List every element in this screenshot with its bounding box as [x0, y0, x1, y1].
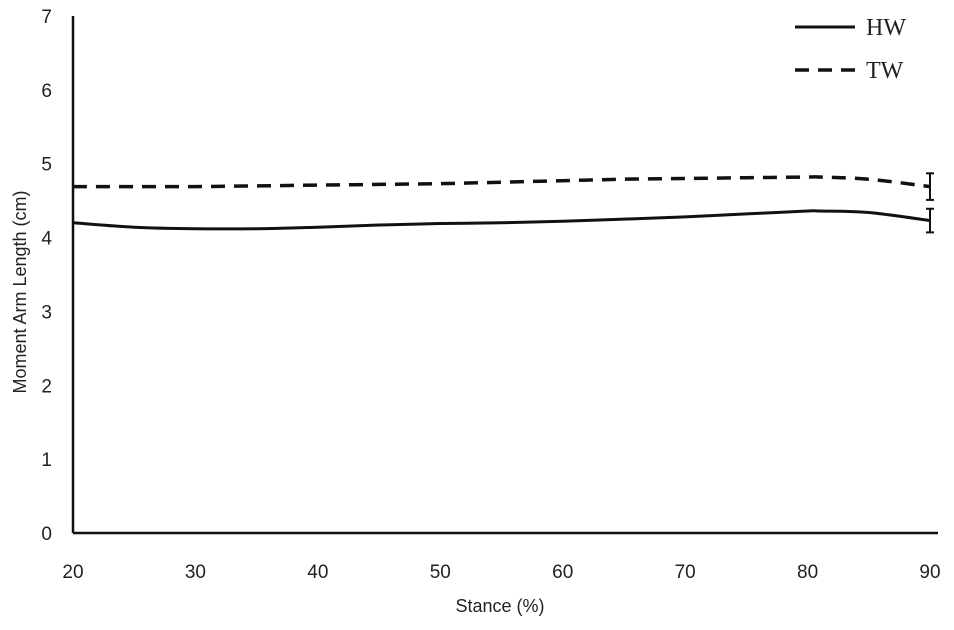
series-layer	[72, 172, 934, 234]
y-tick-label: 7	[41, 7, 52, 28]
x-tick-label: 50	[430, 562, 451, 583]
x-tick-labels: 20 30 40 50 60 70 80 90	[62, 562, 940, 583]
y-tick-label: 1	[41, 450, 52, 471]
x-tick-label: 60	[552, 562, 573, 583]
legend: HW TW	[795, 15, 906, 84]
y-tick-label: 5	[41, 155, 52, 176]
series-line-hw	[72, 209, 931, 231]
y-tick-label: 6	[41, 81, 52, 102]
series-line-tw	[73, 175, 931, 189]
x-tick-label: 70	[675, 562, 696, 583]
x-tick-label: 80	[797, 562, 818, 583]
y-tick-label: 0	[41, 524, 52, 545]
x-tick-label: 90	[919, 562, 940, 583]
y-tick-label: 3	[41, 302, 52, 323]
x-axis-title: Stance (%)	[455, 596, 544, 616]
x-tick-label: 20	[62, 562, 83, 583]
x-tick-label: 30	[185, 562, 206, 583]
legend-label-tw: TW	[866, 58, 904, 84]
legend-label-hw: HW	[866, 15, 906, 41]
y-tick-label: 4	[41, 229, 52, 250]
x-tick-label: 40	[307, 562, 328, 583]
y-tick-labels: 0 1 2 3 4 5 6 7	[41, 7, 52, 545]
y-axis-title: Moment Arm Length (cm)	[10, 190, 30, 393]
y-tick-label: 2	[41, 376, 52, 397]
